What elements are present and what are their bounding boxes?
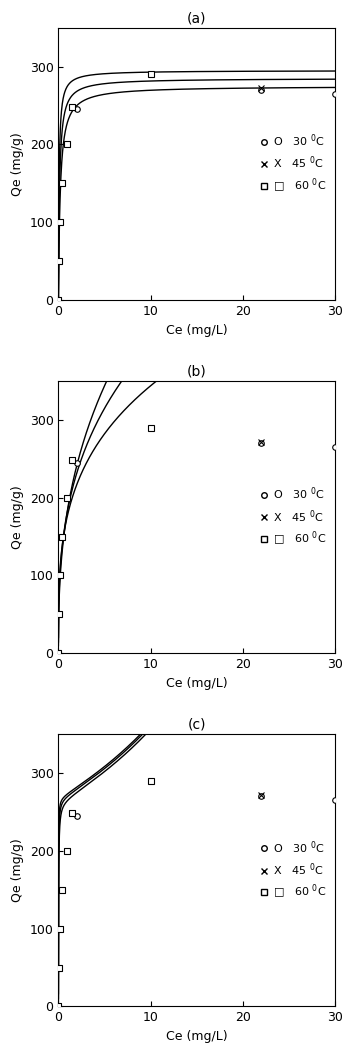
Y-axis label: Qe (mg/g): Qe (mg/g) — [11, 132, 24, 196]
Title: (c): (c) — [187, 718, 206, 731]
Legend: O   30 $^0$C, X   45 $^0$C, □   60 $^0$C: O 30 $^0$C, X 45 $^0$C, □ 60 $^0$C — [255, 130, 329, 198]
X-axis label: Ce (mg/L): Ce (mg/L) — [166, 1030, 228, 1042]
X-axis label: Ce (mg/L): Ce (mg/L) — [166, 677, 228, 689]
X-axis label: Ce (mg/L): Ce (mg/L) — [166, 324, 228, 336]
Legend: O   30 $^0$C, X   45 $^0$C, □   60 $^0$C: O 30 $^0$C, X 45 $^0$C, □ 60 $^0$C — [255, 483, 329, 551]
Legend: O   30 $^0$C, X   45 $^0$C, □   60 $^0$C: O 30 $^0$C, X 45 $^0$C, □ 60 $^0$C — [255, 836, 329, 904]
Y-axis label: Qe (mg/g): Qe (mg/g) — [11, 838, 24, 902]
Title: (a): (a) — [187, 12, 206, 25]
Title: (b): (b) — [187, 365, 206, 378]
Y-axis label: Qe (mg/g): Qe (mg/g) — [11, 485, 24, 549]
